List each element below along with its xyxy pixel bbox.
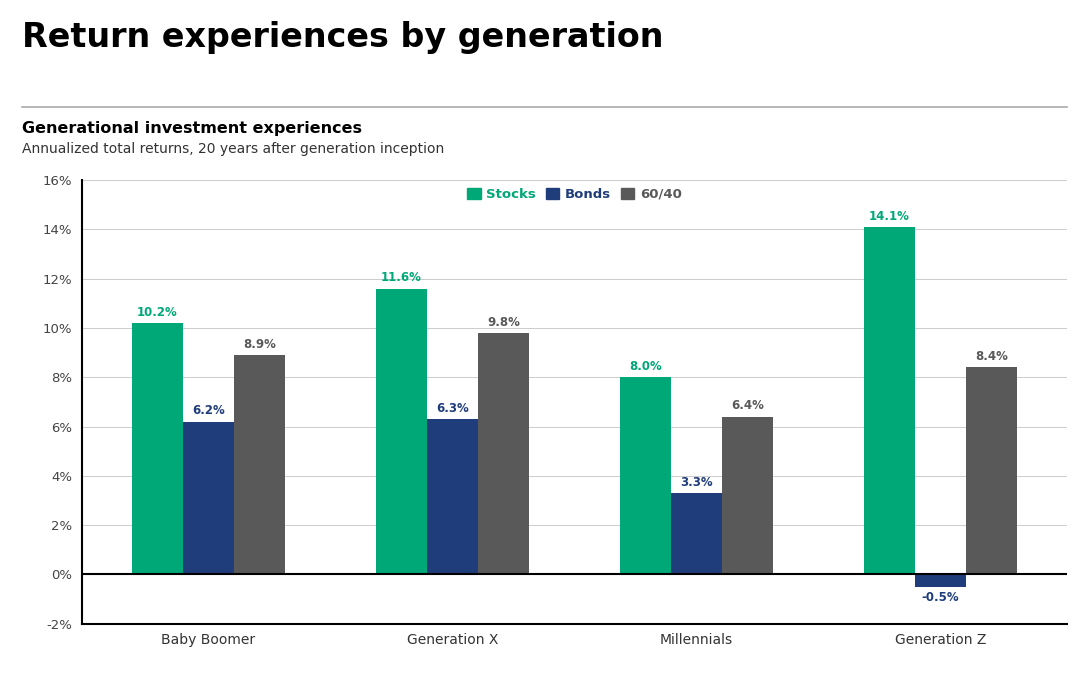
- Bar: [183, 421, 234, 574]
- Bar: [427, 419, 478, 574]
- Text: 3.3%: 3.3%: [681, 475, 712, 489]
- Text: 8.9%: 8.9%: [243, 337, 277, 351]
- Text: 8.0%: 8.0%: [628, 360, 661, 373]
- Bar: [722, 416, 773, 574]
- Bar: [132, 323, 183, 574]
- Text: 11.6%: 11.6%: [381, 271, 421, 284]
- Bar: [864, 227, 915, 574]
- Bar: [915, 574, 966, 587]
- Bar: [671, 493, 722, 574]
- Text: 14.1%: 14.1%: [869, 209, 909, 222]
- Text: 8.4%: 8.4%: [975, 350, 1008, 363]
- Bar: [234, 355, 285, 574]
- Text: Return experiences by generation: Return experiences by generation: [22, 21, 663, 54]
- Text: 9.8%: 9.8%: [487, 315, 521, 328]
- Text: -0.5%: -0.5%: [921, 591, 959, 604]
- Text: 10.2%: 10.2%: [137, 306, 178, 319]
- Text: Generational investment experiences: Generational investment experiences: [22, 121, 362, 137]
- Bar: [376, 288, 427, 574]
- Text: 6.2%: 6.2%: [192, 404, 225, 417]
- Text: 6.4%: 6.4%: [731, 399, 764, 412]
- Text: Annualized total returns, 20 years after generation inception: Annualized total returns, 20 years after…: [22, 142, 444, 156]
- Text: 6.3%: 6.3%: [436, 402, 469, 414]
- Bar: [478, 333, 529, 574]
- Bar: [620, 377, 671, 574]
- Bar: [966, 367, 1017, 574]
- Legend: Stocks, Bonds, 60/40: Stocks, Bonds, 60/40: [462, 182, 687, 206]
